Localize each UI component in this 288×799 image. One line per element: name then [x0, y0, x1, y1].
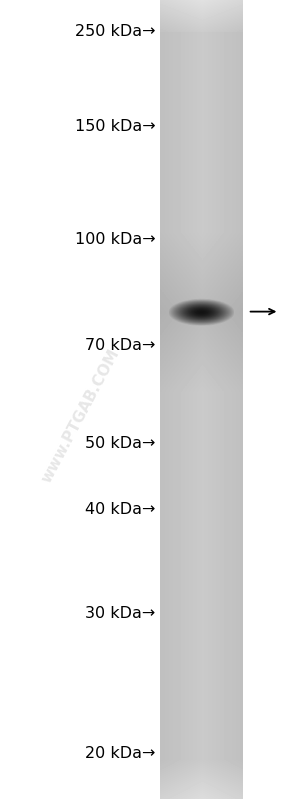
- Text: 100 kDa→: 100 kDa→: [75, 233, 156, 247]
- Text: 250 kDa→: 250 kDa→: [75, 25, 156, 39]
- Text: 50 kDa→: 50 kDa→: [85, 436, 156, 451]
- Text: 20 kDa→: 20 kDa→: [85, 746, 156, 761]
- Text: 70 kDa→: 70 kDa→: [85, 338, 156, 352]
- Text: www.PTGAB.COM: www.PTGAB.COM: [39, 346, 122, 485]
- Text: 30 kDa→: 30 kDa→: [85, 606, 156, 621]
- Text: 40 kDa→: 40 kDa→: [85, 503, 156, 517]
- Text: 150 kDa→: 150 kDa→: [75, 119, 156, 133]
